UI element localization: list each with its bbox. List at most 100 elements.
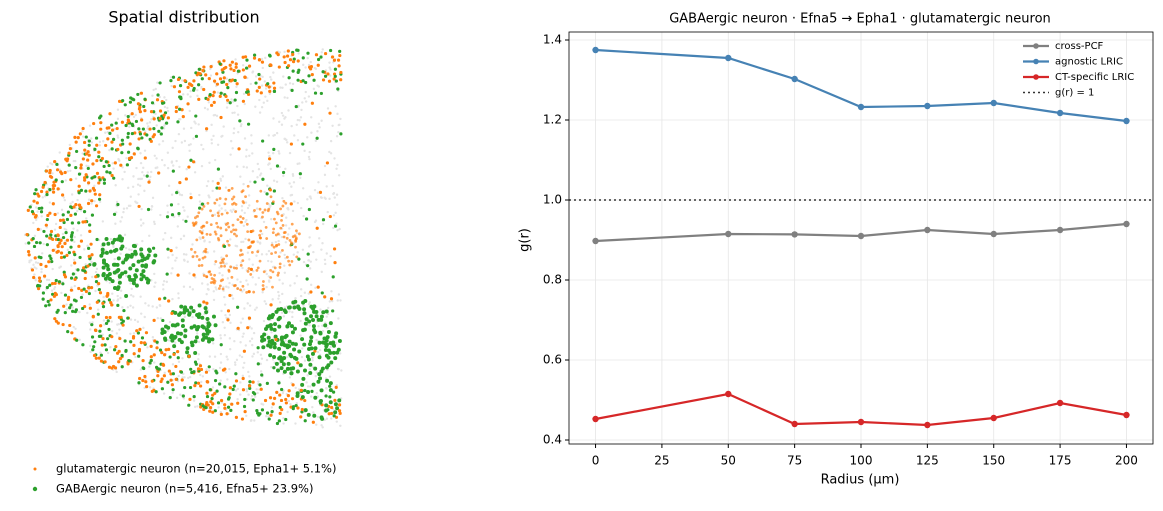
background-dot — [304, 100, 308, 103]
spatial-dot — [61, 322, 65, 327]
background-dot — [218, 266, 221, 269]
background-dot — [154, 87, 157, 91]
background-dot — [202, 147, 205, 151]
spatial-dot — [217, 287, 221, 290]
background-dot — [243, 137, 247, 140]
background-dot — [162, 283, 165, 286]
spatial-dot — [255, 268, 259, 272]
spatial-dot — [173, 310, 178, 315]
spatial-dot — [87, 153, 91, 157]
background-dot — [177, 374, 180, 378]
background-dot — [140, 312, 143, 315]
spatial-dot — [308, 339, 313, 344]
background-dot — [329, 254, 332, 258]
background-dot — [41, 252, 44, 255]
background-dot — [98, 200, 102, 204]
background-dot — [136, 320, 140, 323]
spatial-dot — [45, 217, 49, 222]
spatial-dot — [183, 334, 188, 339]
spatial-dot — [275, 390, 279, 394]
background-dot — [167, 184, 171, 188]
spatial-dot — [149, 355, 153, 359]
spatial-dot — [274, 361, 279, 366]
background-dot — [294, 297, 297, 300]
spatial-dot — [145, 133, 149, 137]
background-dot — [167, 339, 171, 342]
spatial-dot — [288, 239, 292, 242]
spatial-dot — [174, 109, 178, 114]
spatial-dot — [296, 78, 300, 82]
spatial-dot — [93, 340, 97, 344]
spatial-dot — [32, 244, 37, 249]
spatial-dot — [333, 260, 337, 265]
spatial-dot — [110, 140, 114, 144]
spatial-dot — [101, 272, 106, 277]
background-dot — [243, 102, 246, 106]
spatial-dot — [117, 349, 121, 353]
background-dot — [318, 237, 321, 240]
background-dot — [293, 282, 296, 285]
spatial-dot — [56, 249, 60, 253]
background-dot — [313, 188, 317, 192]
spatial-dot — [206, 324, 211, 329]
spatial-dot — [324, 344, 329, 349]
background-dot — [280, 235, 284, 239]
background-dot — [267, 134, 271, 137]
background-dot — [256, 351, 260, 354]
background-dot — [301, 347, 304, 350]
spatial-dot — [55, 162, 59, 166]
spatial-dot — [301, 79, 305, 83]
background-dot — [214, 286, 217, 289]
background-dot — [64, 179, 68, 182]
spatial-dot — [270, 252, 273, 256]
background-dot — [310, 131, 313, 134]
background-dot — [326, 312, 330, 316]
spatial-dot — [112, 176, 116, 180]
background-dot — [170, 84, 173, 88]
spatial-dot — [216, 181, 220, 185]
spatial-dot — [268, 353, 273, 358]
spatial-dot — [107, 298, 112, 302]
spatial-dot — [282, 231, 286, 235]
spatial-dot — [192, 324, 197, 329]
spatial-dot — [318, 376, 323, 381]
spatial-dot — [329, 360, 334, 365]
background-dot — [68, 143, 72, 147]
spatial-dot — [200, 337, 205, 342]
spatial-dot — [247, 64, 252, 68]
background-dot — [181, 218, 185, 222]
spatial-dot — [75, 338, 79, 342]
spatial-dot — [226, 239, 229, 243]
spatial-dot — [81, 220, 85, 224]
spatial-panel: glutamatergic neuron (n=20,015, Epha1+ 5… — [23, 48, 343, 496]
spatial-dot — [204, 73, 208, 77]
spatial-dot — [259, 229, 263, 233]
background-dot — [245, 414, 248, 417]
background-dot — [177, 202, 180, 206]
background-dot — [329, 345, 332, 349]
background-dot — [240, 355, 244, 359]
background-dot — [151, 336, 155, 339]
background-dot — [236, 104, 239, 108]
spatial-dot — [63, 311, 67, 315]
background-dot — [169, 236, 173, 240]
background-dot — [207, 180, 210, 183]
background-dot — [323, 196, 326, 199]
background-dot — [203, 106, 207, 110]
spatial-dot — [265, 192, 269, 196]
spatial-dot — [241, 189, 245, 192]
spatial-dot — [272, 245, 276, 249]
spatial-dot — [313, 349, 317, 353]
spatial-dot — [270, 338, 275, 343]
background-dot — [221, 134, 224, 138]
spatial-dot — [303, 419, 307, 423]
background-dot — [240, 205, 244, 208]
spatial-dot — [77, 286, 81, 291]
spatial-dot — [130, 112, 134, 116]
background-dot — [58, 151, 61, 154]
spatial-dot — [110, 279, 115, 284]
spatial-dot — [294, 104, 298, 109]
spatial-dot — [91, 186, 96, 190]
spatial-dot — [169, 203, 174, 207]
spatial-dot — [285, 236, 289, 240]
